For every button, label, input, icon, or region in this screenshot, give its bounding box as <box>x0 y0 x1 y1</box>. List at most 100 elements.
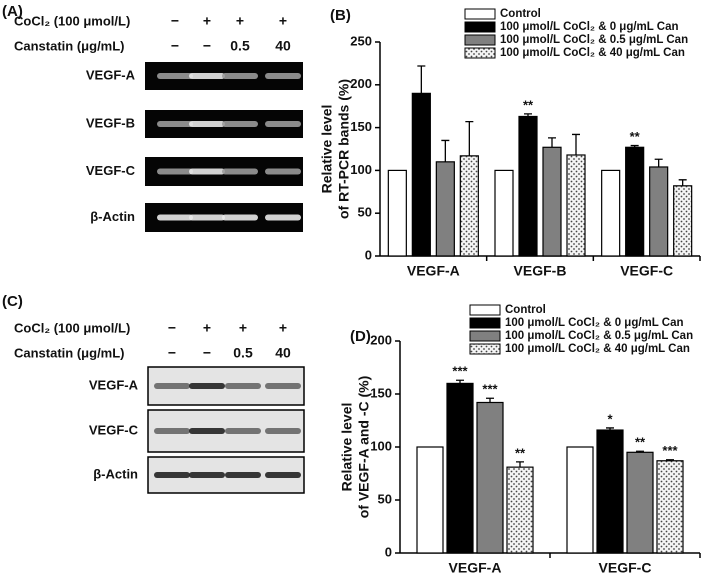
gel-band <box>222 168 258 175</box>
gel-band <box>265 428 301 434</box>
gel-band <box>189 168 225 175</box>
legend-label: 100 μmol/L CoCl₂ & 40 μg/mL Can <box>505 343 690 355</box>
gel-band <box>154 428 190 434</box>
condition-value: + <box>236 13 244 29</box>
error-bar <box>486 397 494 403</box>
y-tick-label: 100 <box>350 162 372 177</box>
gel-band <box>157 73 193 79</box>
bar <box>566 446 594 554</box>
gel-band <box>222 73 258 79</box>
y-tick-label: 100 <box>370 438 392 453</box>
gel-band <box>189 121 225 127</box>
condition-value: + <box>279 320 287 336</box>
error-bar <box>654 158 663 167</box>
error-bar <box>572 133 580 155</box>
condition-label: Canstatin (μg/mL) <box>14 345 125 360</box>
gel-band <box>265 472 301 478</box>
panel-label: (C) <box>2 293 23 310</box>
band-label: VEGF-A <box>86 67 136 82</box>
error-bar <box>456 379 464 384</box>
x-tick-label: VEGF-A <box>449 560 502 576</box>
condition-value: − <box>203 345 211 361</box>
legend-swatch <box>464 8 496 20</box>
error-bar <box>666 459 674 461</box>
bar <box>596 429 624 554</box>
gel-band <box>265 214 301 221</box>
condition-value: − <box>171 38 179 54</box>
bar <box>416 446 444 554</box>
significance: *** <box>662 443 678 458</box>
gel-band <box>154 472 190 478</box>
y-tick-label: 0 <box>365 247 372 262</box>
gel-band <box>222 214 258 221</box>
bar <box>518 115 538 257</box>
error-bar <box>636 450 644 453</box>
band-label: VEGF-C <box>89 422 139 437</box>
y-tick-label: 200 <box>350 76 372 91</box>
condition-value: 40 <box>275 345 291 361</box>
band-label: β-Actin <box>93 466 138 481</box>
gel-band <box>225 383 261 389</box>
y-axis-label: of VEGF-A and -C (%) <box>356 376 372 519</box>
y-tick-label: 0 <box>385 544 392 559</box>
gel-band <box>189 428 225 434</box>
gel-band <box>265 121 301 127</box>
significance: ** <box>515 445 526 460</box>
legend-label: 100 μmol/L CoCl₂ & 0 μg/mL Can <box>500 21 679 33</box>
gel-band <box>225 472 261 478</box>
gel-band <box>189 214 225 221</box>
y-tick-label: 200 <box>370 332 392 347</box>
error-bar <box>678 179 687 186</box>
gel-band <box>154 383 190 389</box>
condition-value: − <box>168 320 176 336</box>
gel-band <box>265 168 301 175</box>
bar <box>601 169 621 257</box>
error-bar <box>524 113 532 117</box>
legend-swatch <box>469 330 501 342</box>
y-tick-label: 50 <box>378 491 392 506</box>
y-tick-label: 250 <box>350 33 372 48</box>
y-tick-label: 50 <box>358 205 372 220</box>
significance: ** <box>630 129 641 144</box>
error-bar <box>516 461 524 468</box>
legend-swatch <box>469 317 501 329</box>
y-axis-label: Relative level <box>339 403 355 492</box>
bar <box>506 466 534 554</box>
error-bar <box>630 144 639 148</box>
condition-label: CoCl₂ (100 μmol/L) <box>14 320 130 335</box>
gel-band <box>222 121 258 127</box>
band-label: β-Actin <box>90 209 135 224</box>
y-tick-label: 150 <box>350 119 372 134</box>
significance: *** <box>482 382 498 397</box>
error-bar <box>465 120 474 156</box>
condition-value: 0.5 <box>230 38 250 54</box>
significance: *** <box>452 364 468 379</box>
error-bar <box>441 139 450 162</box>
x-tick-label: VEGF-C <box>599 560 652 576</box>
legend-label: Control <box>500 8 541 20</box>
bar <box>446 382 474 554</box>
panel-label: (A) <box>2 3 23 20</box>
bar <box>542 146 562 257</box>
legend-label: 100 μmol/L CoCl₂ & 0.5 μg/mL Can <box>500 34 688 46</box>
gel-band <box>157 121 193 127</box>
condition-value: 0.5 <box>233 345 253 361</box>
error-bar <box>417 65 426 94</box>
x-tick-label: VEGF-B <box>514 263 567 279</box>
legend-swatch <box>469 343 501 355</box>
bar <box>649 166 669 257</box>
y-tick-label: 150 <box>370 385 392 400</box>
gel-band <box>189 73 225 79</box>
gel-band <box>157 214 193 221</box>
legend-label: 100 μmol/L CoCl₂ & 40 μg/mL Can <box>500 47 685 59</box>
condition-label: Canstatin (μg/mL) <box>14 38 125 53</box>
gel-band <box>265 383 301 389</box>
y-axis-label: Relative level <box>319 105 335 194</box>
gel-band <box>157 168 193 175</box>
bar <box>459 155 479 257</box>
panel-label: (B) <box>330 7 351 24</box>
significance: * <box>607 411 613 426</box>
legend-label: Control <box>505 304 546 316</box>
band-label: VEGF-C <box>86 163 136 178</box>
